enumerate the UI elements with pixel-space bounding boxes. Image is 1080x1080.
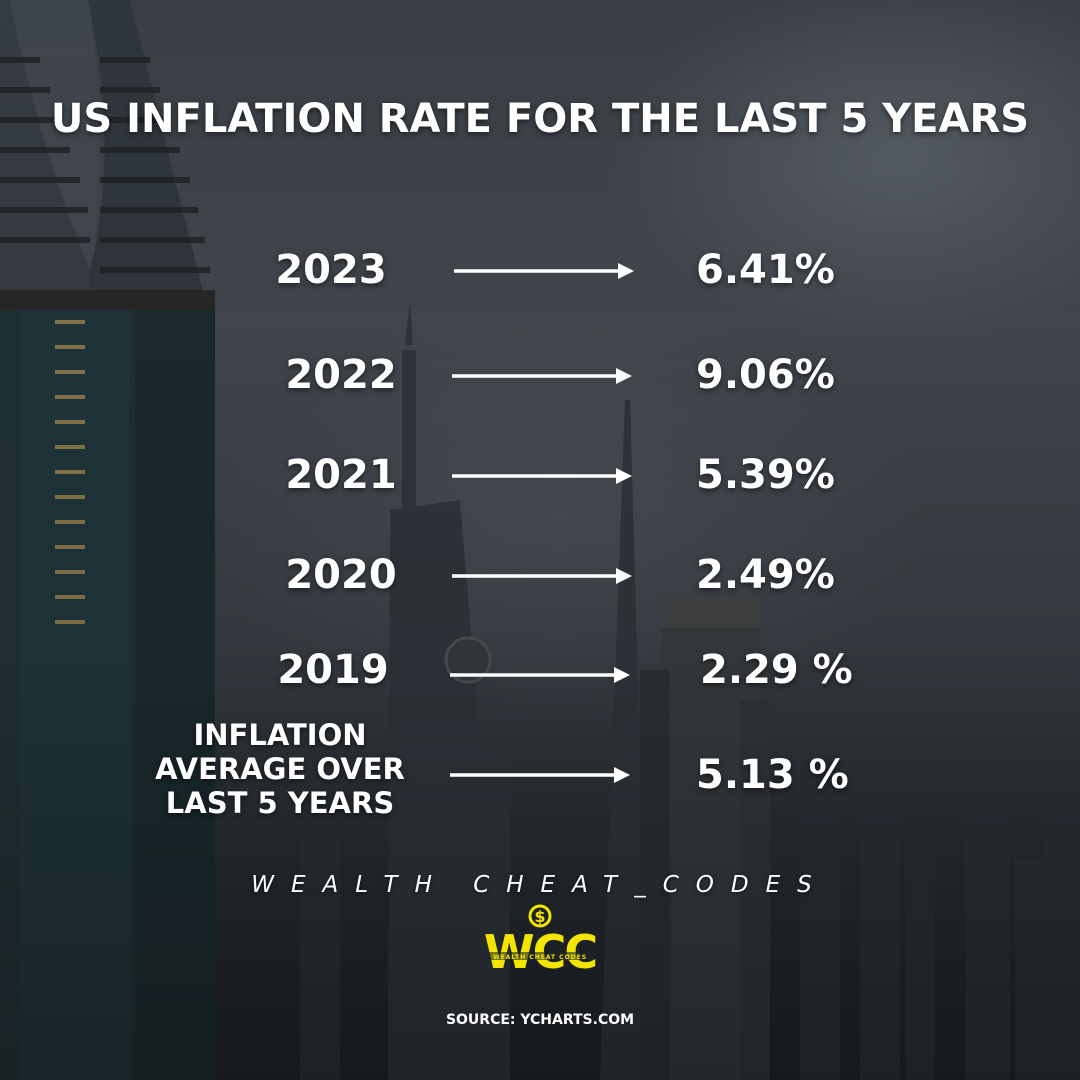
row-year: 2022 xyxy=(285,352,397,398)
source-credit: SOURCE: YCHARTS.COM xyxy=(445,1012,635,1028)
right-arrow-icon xyxy=(452,568,632,584)
svg-text:$: $ xyxy=(534,907,545,926)
average-row: 5.13 % xyxy=(0,745,1080,805)
average-value: 5.13 % xyxy=(696,752,849,798)
right-arrow-icon xyxy=(452,368,632,384)
row-year: 2020 xyxy=(285,552,397,598)
row-year: 2023 xyxy=(275,247,387,293)
brand-name: WEALTH CHEAT_CODES xyxy=(251,872,829,898)
average-label-line: LAST 5 YEARS xyxy=(165,786,395,820)
inflation-row: 2019 2.29 % xyxy=(0,640,1080,700)
right-arrow-icon xyxy=(450,667,630,683)
row-value: 9.06% xyxy=(696,352,835,398)
inflation-row: 2023 6.41% xyxy=(0,240,1080,300)
inflation-row: 2022 9.06% xyxy=(0,345,1080,405)
average-label-line: INFLATION xyxy=(193,718,367,752)
row-year: 2021 xyxy=(285,452,397,498)
inflation-row: 2021 5.39% xyxy=(0,445,1080,505)
inflation-row: 2020 2.49% xyxy=(0,545,1080,605)
wcc-logo: $ WCC WEALTH CHEAT CODES xyxy=(484,904,598,979)
right-arrow-icon xyxy=(454,263,634,279)
page-title: US INFLATION RATE FOR THE LAST 5 YEARS xyxy=(50,96,1030,142)
average-label: INFLATION AVERAGE OVER LAST 5 YEARS xyxy=(120,718,440,820)
row-value: 2.49% xyxy=(696,552,835,598)
row-year: 2019 xyxy=(277,647,389,693)
right-arrow-icon xyxy=(452,468,632,484)
average-label-line: AVERAGE OVER xyxy=(155,752,405,786)
row-value: 6.41% xyxy=(696,247,835,293)
svg-text:WEALTH CHEAT CODES: WEALTH CHEAT CODES xyxy=(493,954,587,961)
right-arrow-icon xyxy=(450,767,630,783)
row-value: 5.39% xyxy=(696,452,835,498)
row-value: 2.29 % xyxy=(700,647,853,693)
